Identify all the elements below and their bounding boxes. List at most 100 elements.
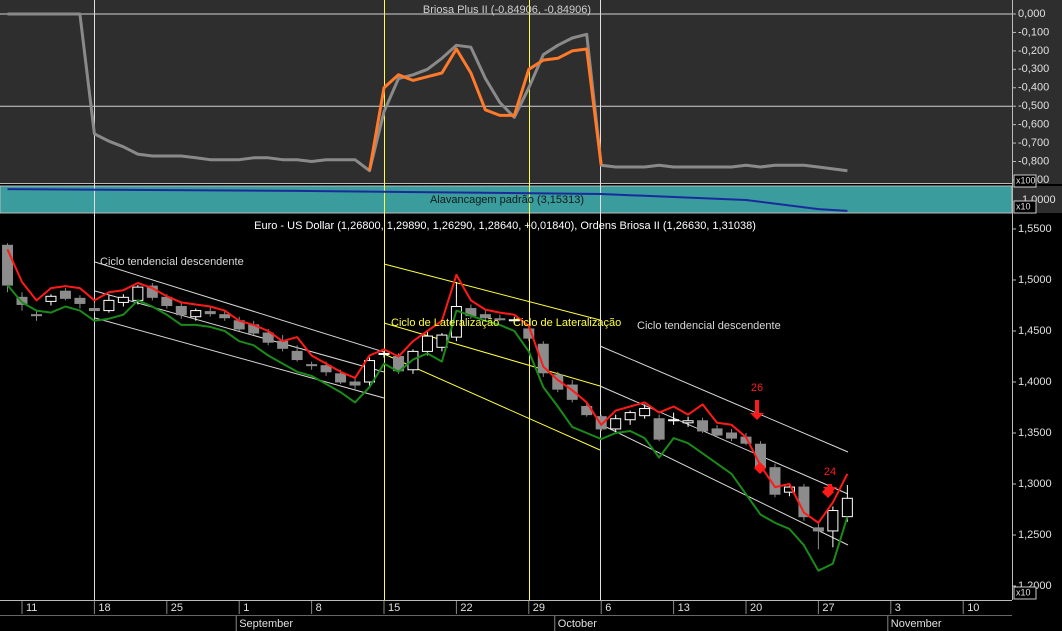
y-tick-label: 1,5000: [1018, 274, 1052, 286]
candle-body-down: [59, 290, 71, 299]
y-tick-label: -0,500: [1018, 100, 1049, 112]
candle-body-down: [697, 420, 709, 432]
y-tick-label: -0,400: [1018, 82, 1049, 94]
y-tick-label: 1,4500: [1018, 325, 1052, 337]
candle-body-down: [812, 527, 824, 532]
y-tick-label: -0,100: [1018, 26, 1049, 38]
candle-body-down: [349, 381, 361, 386]
candle-body-up: [378, 352, 390, 355]
x-tick-label: 13: [678, 602, 690, 614]
candle-body-up: [841, 497, 853, 518]
candle-body-down: [653, 418, 665, 440]
month-label: September: [239, 618, 293, 630]
candle-body-up: [827, 510, 839, 532]
x-tick-label: 1: [243, 602, 249, 614]
channel-line: [599, 345, 849, 453]
scale-label: x10: [1016, 587, 1031, 597]
scale-box: [1013, 174, 1037, 188]
signal-arrow-shaft: [828, 484, 832, 488]
series-line: [6, 284, 849, 572]
annotation: Ciclo tendencial descendente: [100, 256, 244, 268]
price-panel: [0, 215, 1062, 600]
y-tick-label: 1,5500: [1018, 223, 1052, 235]
y-tick-label: -0,200: [1018, 45, 1049, 57]
candle-body-down: [74, 297, 86, 304]
candle-body-up: [117, 296, 129, 303]
scale-label: x10: [1016, 201, 1031, 211]
x-tick-label: 6: [605, 602, 611, 614]
candle-body-down: [320, 365, 332, 373]
candle-body-up: [668, 419, 680, 422]
signal-diamond: [754, 462, 766, 474]
annotation: Ciclo de Lateralização: [391, 317, 499, 329]
candle-body-down: [88, 308, 100, 312]
indicator-panel: [0, 0, 1062, 184]
month-label: November: [891, 618, 942, 630]
channel-line: [599, 423, 849, 546]
candle-body-up: [508, 319, 520, 322]
series-line: [6, 248, 849, 524]
channel-line: [94, 261, 385, 353]
candle-body-up: [45, 295, 57, 302]
candle-body-down: [523, 328, 535, 339]
series-line: [7, 12, 848, 173]
candle-body-up: [436, 334, 448, 348]
x-tick-label: 11: [26, 602, 37, 614]
layers: [94, 0, 849, 600]
candle-body-down: [277, 340, 289, 349]
candle-body-down: [479, 314, 491, 319]
candle-body-up: [364, 360, 376, 383]
candle-body-up: [624, 412, 636, 421]
signal-label: 24: [824, 466, 836, 478]
candle-body-down: [537, 343, 549, 374]
channel-line: [94, 317, 385, 399]
candle-body-up: [132, 286, 144, 301]
candle-body-up: [682, 420, 694, 424]
channel-line: [383, 263, 601, 321]
signal-arrow-shaft: [755, 400, 759, 414]
candle-body-down: [566, 384, 578, 400]
y-tick-label: -0,300: [1018, 63, 1049, 75]
candle-body-up: [639, 408, 651, 417]
channel-line: [383, 353, 601, 451]
annotation: Ciclo tendencial descendente: [637, 320, 781, 332]
y-tick-label: -0,700: [1018, 137, 1049, 149]
candle-body-down: [175, 306, 187, 316]
price-title: Euro - US Dollar (1,26800, 1,29890, 1,26…: [254, 220, 756, 232]
candle-body-down: [726, 432, 738, 439]
candle-body-down: [335, 373, 347, 383]
signal-label: 26: [751, 382, 763, 394]
candle-body-down: [30, 314, 42, 317]
annotation: Ciclo de Lateralização: [513, 317, 621, 329]
candle-body-up: [190, 310, 202, 318]
candle-body-down: [711, 428, 723, 436]
signal-diamond: [822, 486, 834, 498]
x-tick-label: 25: [171, 602, 183, 614]
y-tick-label: -0,800: [1018, 155, 1049, 167]
candle-body-down: [219, 314, 231, 319]
x-tick-label: 18: [98, 602, 110, 614]
candle-body-down: [204, 311, 216, 315]
x-tick-label: 20: [750, 602, 762, 614]
candle-body-up: [610, 418, 622, 430]
x-tick-label: 22: [460, 602, 472, 614]
leverage-title: Alavancagem padrão (3,15313): [430, 194, 584, 206]
channel-line: [94, 290, 385, 373]
y-tick-label: 1,3000: [1018, 478, 1052, 490]
x-tick-label: 27: [822, 602, 834, 614]
y-tick-label: 1,2500: [1018, 529, 1052, 541]
y-tick-label: 0,000: [1018, 8, 1046, 20]
candle-body-up: [421, 335, 433, 352]
x-tick-label: 10: [967, 602, 979, 614]
candle-body-up: [450, 306, 462, 338]
y-tick-label: -0,600: [1018, 119, 1049, 131]
y-tick-label: 1,4000: [1018, 376, 1052, 388]
candle-body-up: [103, 299, 115, 312]
candle-body-down: [262, 332, 274, 343]
candle-body-up: [783, 486, 795, 493]
x-tick-label: 15: [388, 602, 400, 614]
candle-body-down: [494, 318, 506, 321]
scale-box: [1013, 586, 1037, 600]
